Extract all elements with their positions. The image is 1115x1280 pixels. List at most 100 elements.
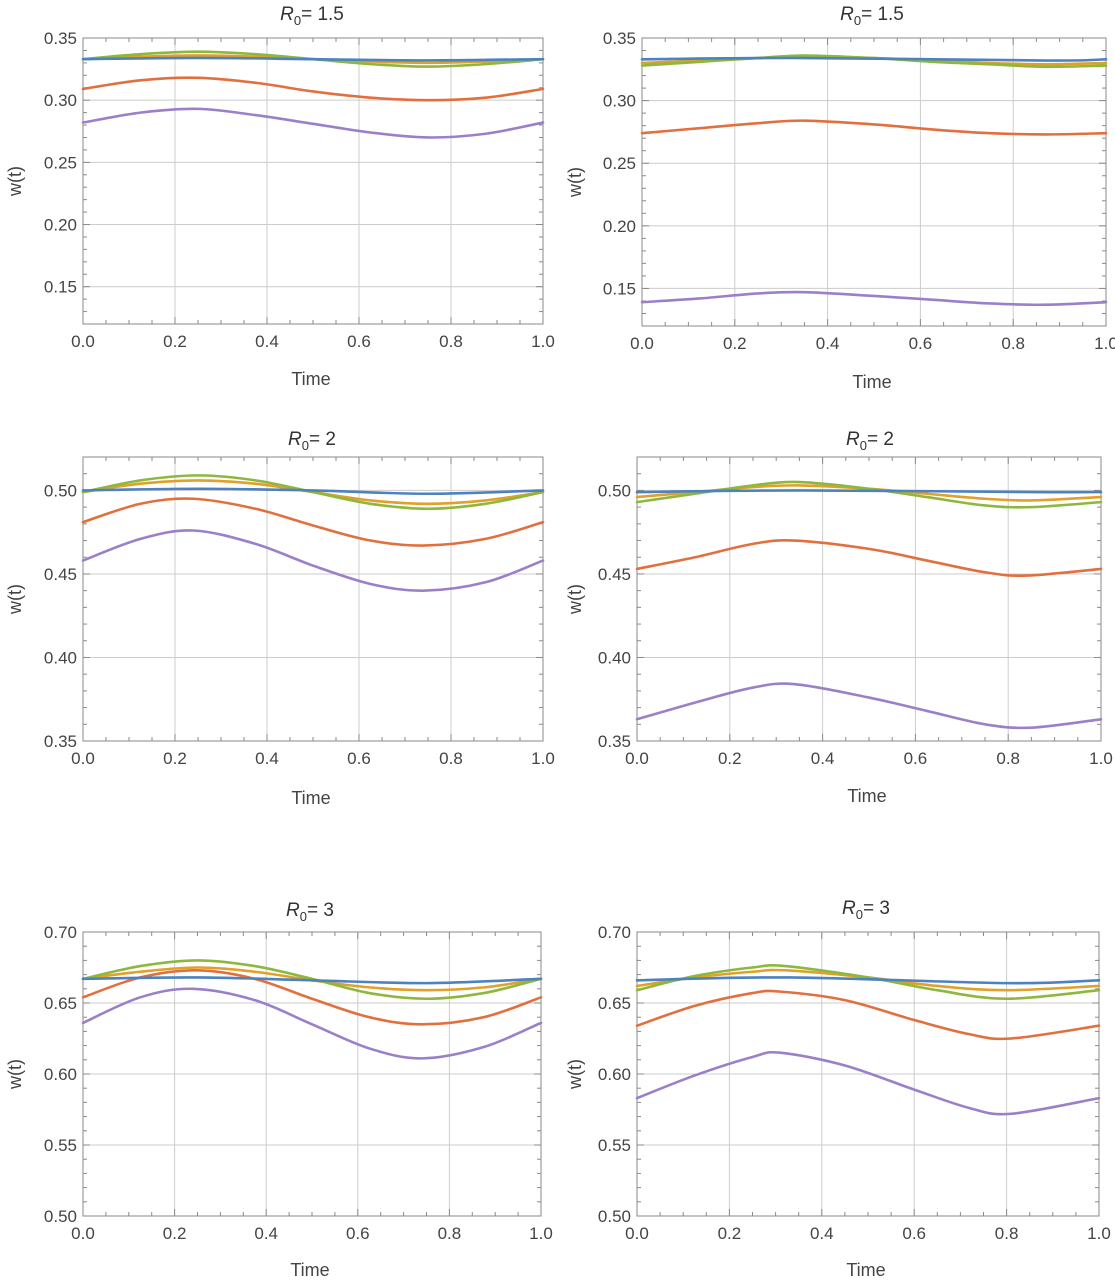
x-tick-label: 0.0 [71,749,95,768]
y-tick-label: 0.60 [44,1065,77,1084]
title-symbol: R [846,429,860,450]
y-tick-label: 0.20 [44,216,77,235]
x-tick-label: 1.0 [1089,749,1113,768]
chart-title: R0= 1.5 [280,4,344,28]
title-symbol: R [286,900,300,921]
y-tick-label: 0.20 [603,217,636,236]
series-line-1 [635,1050,1101,1116]
x-tick-label: 0.6 [346,1224,370,1243]
y-axis-title: w(t) [565,584,585,615]
series-line-5 [81,487,545,496]
series-line-3 [635,968,1101,992]
x-tick-label: 0.6 [347,332,371,351]
x-tick-label: 0.4 [810,1224,834,1243]
x-axis-title: Time [291,788,330,808]
y-tick-label: 0.70 [44,923,77,942]
x-tick-label: 1.0 [531,332,555,351]
y-tick-label: 0.35 [44,29,77,48]
x-axis-title: Time [852,372,891,392]
y-tick-label: 0.70 [598,923,631,942]
x-tick-label: 0.0 [630,334,654,353]
x-tick-label: 0.4 [816,334,840,353]
series-line-2 [635,989,1101,1041]
x-tick-label: 1.0 [1087,1224,1111,1243]
title-value: = 2 [309,429,336,450]
title-value: = 1.5 [861,4,904,25]
y-axis-title: w(t) [565,1059,585,1090]
y-tick-label: 0.50 [598,481,631,500]
y-tick-label: 0.40 [598,648,631,667]
x-axis-title: Time [291,369,330,389]
x-tick-label: 0.2 [718,1224,742,1243]
y-tick-label: 0.50 [44,1207,77,1226]
x-tick-label: 0.2 [718,749,742,768]
y-axis-title: w(t) [5,166,25,197]
x-axis-title: Time [847,786,886,806]
series-line-2 [81,969,543,1026]
title-symbol: R [280,4,294,25]
y-tick-label: 0.30 [603,92,636,111]
title-value: = 2 [867,429,894,450]
y-tick-label: 0.65 [44,994,77,1013]
series-line-1 [81,529,545,592]
x-axis-title: Time [290,1260,329,1280]
y-tick-label: 0.55 [44,1136,77,1155]
x-tick-label: 0.8 [996,749,1020,768]
y-axis-title: w(t) [565,167,585,198]
x-tick-label: 0.6 [909,334,933,353]
series-line-2 [635,539,1103,578]
y-tick-label: 0.45 [598,565,631,584]
y-tick-label: 0.55 [598,1136,631,1155]
chart-panel-1: 0.0 0.2 0.4 0.6 0.8 1.0 0.15 0.20 0.25 0.30 0.35 Ti… [5,4,555,389]
series-line-5 [640,56,1108,62]
y-tick-label: 0.60 [598,1065,631,1084]
title-subscript: 0 [300,909,307,924]
plot-frame [82,456,544,742]
y-tick-label: 0.30 [44,91,77,110]
x-tick-label: 0.2 [723,334,747,353]
chart-panel-3: 0.0 0.2 0.4 0.6 0.8 1.0 0.35 0.40 0.45 0.50 Time w(… [5,429,555,808]
title-subscript: 0 [302,438,309,453]
x-tick-label: 0.0 [71,1224,95,1243]
x-tick-label: 0.4 [255,332,279,351]
chart-panel-2: 0.0 0.2 0.4 0.6 0.8 1.0 0.15 0.20 0.25 0.30 0.35 Ti… [565,4,1115,392]
y-tick-label: 0.35 [603,29,636,48]
x-tick-label: 0.4 [254,1224,278,1243]
x-tick-label: 0.0 [625,1224,649,1243]
x-tick-label: 0.8 [438,1224,462,1243]
series-line-4 [81,474,545,511]
chart-panel-6: 0.0 0.2 0.4 0.6 0.8 1.0 0.50 0.55 0.60 0.65 0.70 Ti… [565,898,1111,1280]
title-subscript: 0 [854,13,861,28]
series-line-1 [640,290,1108,307]
series-line-4 [635,480,1103,509]
y-tick-label: 0.50 [598,1207,631,1226]
y-tick-label: 0.15 [44,278,77,297]
plot-frame [82,37,544,325]
x-tick-label: 0.2 [163,749,187,768]
chart-panel-5: 0.0 0.2 0.4 0.6 0.8 1.0 0.50 0.55 0.60 0.65 0.70 Ti… [5,900,553,1280]
x-tick-label: 1.0 [1094,334,1115,353]
series-line-4 [635,964,1101,1001]
title-value: = 3 [307,900,334,921]
x-tick-label: 0.0 [625,749,649,768]
y-tick-label: 0.35 [44,732,77,751]
series-line-5 [635,489,1103,494]
title-value: = 3 [863,898,890,919]
chart-title: R0= 3 [286,900,334,924]
y-tick-label: 0.15 [603,279,636,298]
title-subscript: 0 [856,907,863,922]
y-tick-label: 0.35 [598,732,631,751]
x-tick-label: 0.6 [904,749,928,768]
series-line-2 [81,497,545,547]
series-line-4 [81,959,543,1001]
y-axis-title: w(t) [5,584,25,615]
series-line-2 [81,76,545,102]
plot-frame [641,37,1107,327]
y-tick-label: 0.25 [44,153,77,172]
x-tick-label: 0.8 [1001,334,1025,353]
title-subscript: 0 [294,13,301,28]
chart-title: R0= 2 [846,429,894,453]
series-line-1 [635,682,1103,730]
x-tick-label: 1.0 [531,749,555,768]
